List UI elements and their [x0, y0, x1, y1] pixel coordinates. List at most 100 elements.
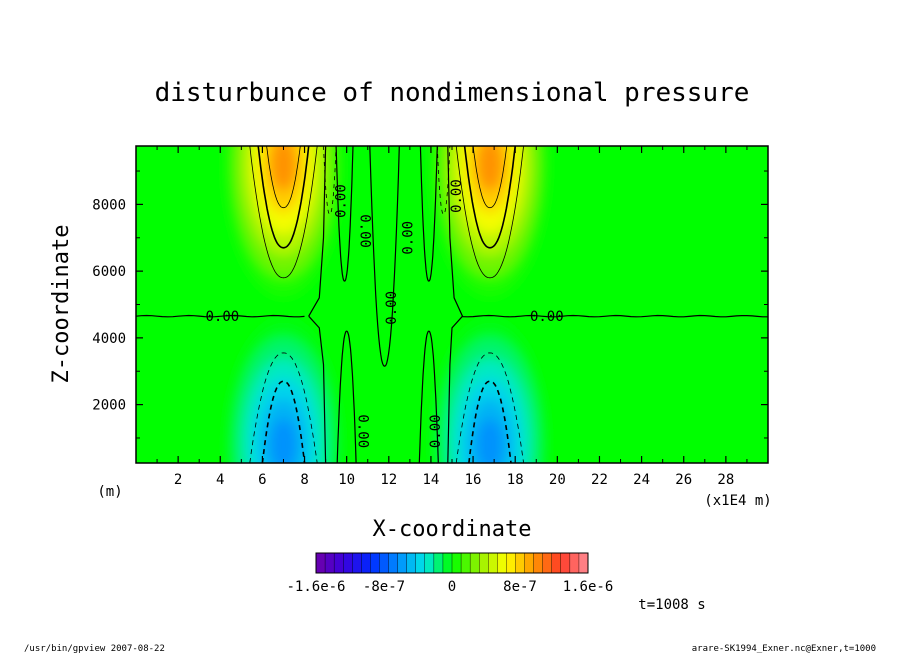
colorbar-cell [451, 552, 462, 574]
y-tick-label: 6000 [92, 264, 126, 280]
x-axis: 2 4 6 8 10 12 14 16 18 20 22 24 26 28 [156, 146, 748, 488]
colorbar-cell [560, 552, 571, 574]
contour-label: 0.00 [449, 179, 465, 213]
colorbar-cell [479, 552, 489, 574]
x-unit-left: (m) [97, 484, 122, 500]
anomaly-fill [476, 418, 504, 463]
zero-contour [462, 314, 768, 318]
contour-label: 0.00 [355, 414, 371, 448]
zero-contour [447, 315, 463, 463]
colorbar-cell [542, 552, 553, 574]
positive-contour [249, 146, 318, 279]
x-tick-label: 26 [675, 472, 692, 488]
positive-contour [472, 146, 508, 209]
colorbar-cell [506, 552, 516, 574]
colorbar-tick-label: -1.6e-6 [286, 579, 345, 595]
negative-contour [249, 352, 318, 463]
negative-contour [436, 146, 451, 215]
colorbar-cells [315, 552, 589, 574]
y-axis: 2000 4000 6000 8000 [92, 170, 768, 439]
contour-label: 0.00 [384, 291, 400, 325]
colorbar-cell [442, 552, 453, 574]
colorbar-cell [352, 552, 362, 574]
contour-label: 0.00 [333, 184, 349, 218]
footer-left: /usr/bin/gpview 2007-08-22 [24, 644, 165, 654]
colorbar-cell [469, 552, 480, 574]
x-axis-label: X-coordinate [373, 517, 532, 542]
time-label: t=1008 s [638, 597, 705, 613]
positive-contour [257, 146, 310, 249]
zero-contour [418, 330, 439, 463]
zero-contour [336, 330, 357, 463]
positive-contour [463, 146, 516, 249]
contour-label: 0.00 [530, 309, 564, 325]
y-tick-label: 8000 [92, 197, 126, 213]
zero-contour [335, 146, 354, 282]
colorbar-tick-label: -8e-7 [363, 579, 405, 595]
contour-label: 0.00 [428, 414, 444, 448]
colorbar-cell [569, 552, 580, 574]
zero-contour [308, 315, 327, 463]
contour-labels: 0.00 0.00 0.00 0.00 0.00 0.00 0.00 0.00 0.00 [206, 179, 564, 448]
positive-contour [266, 146, 301, 209]
y-axis-label: Z-coordinate [49, 225, 74, 384]
x-tick-label: 8 [300, 472, 308, 488]
anomaly-fill [270, 146, 297, 192]
zero-contour [419, 146, 438, 282]
x-tick-label: 20 [549, 472, 566, 488]
x-tick-label: 6 [258, 472, 266, 488]
colorbar-tick-label: 1.6e-6 [563, 579, 614, 595]
colorbar-cell [361, 552, 371, 574]
contour-label: 0.00 [401, 221, 417, 255]
x-tick-label: 18 [507, 472, 524, 488]
colorbar-cell [433, 552, 444, 574]
colorbar-cell [343, 552, 353, 574]
colorbar-cell [497, 552, 507, 574]
colorbar-cell [406, 552, 417, 574]
colorbar-cell [533, 552, 544, 574]
colorbar-cell [460, 552, 471, 574]
x-tick-label: 10 [338, 472, 355, 488]
y-tick-label: 2000 [92, 398, 126, 414]
colorbar-cell [388, 552, 399, 574]
y-tick-label: 4000 [92, 331, 126, 347]
zero-contour [447, 146, 464, 317]
colorbar-cell [397, 552, 408, 574]
colorbar-cell [578, 552, 589, 574]
colorbar-tick-label: 0 [448, 579, 456, 595]
x-unit-right: (x1E4 m) [704, 493, 771, 509]
colorbar-ticks: -1.6e-6 -8e-7 0 8e-7 1.6e-6 [286, 579, 613, 595]
x-tick-label: 14 [423, 472, 440, 488]
contour-layer [136, 146, 768, 463]
colorbar-cell [379, 552, 390, 574]
x-tick-label: 22 [591, 472, 608, 488]
colorbar-frame [315, 552, 589, 574]
x-tick-label: 4 [216, 472, 224, 488]
zero-contour [308, 146, 327, 317]
x-tick-label: 28 [717, 472, 734, 488]
anomaly-fill [476, 146, 504, 192]
negative-contour [455, 352, 524, 463]
colorbar-cell [515, 552, 526, 574]
chart-title: disturbunce of nondimensional pressure [155, 78, 750, 108]
colorbar-cell [488, 552, 498, 574]
footer-right: arare-SK1994_Exner.nc@Exner,t=1000 [692, 644, 876, 654]
negative-contour [261, 380, 306, 463]
colorbar-cell [415, 552, 426, 574]
colorbar-cell [524, 552, 535, 574]
x-tick-label: 2 [174, 472, 182, 488]
colorbar-cell [315, 552, 326, 574]
x-tick-label: 16 [465, 472, 482, 488]
colorbar-cell [551, 552, 562, 574]
colorbar-cell [324, 552, 335, 574]
x-tick-label: 24 [633, 472, 650, 488]
colorbar-cell [333, 552, 344, 574]
contour-label: 0.00 [206, 309, 240, 325]
positive-contour [455, 146, 524, 279]
negative-contour [323, 146, 337, 215]
zero-contour [369, 146, 400, 367]
anomaly-fill [270, 418, 297, 463]
zero-contour [136, 314, 305, 318]
